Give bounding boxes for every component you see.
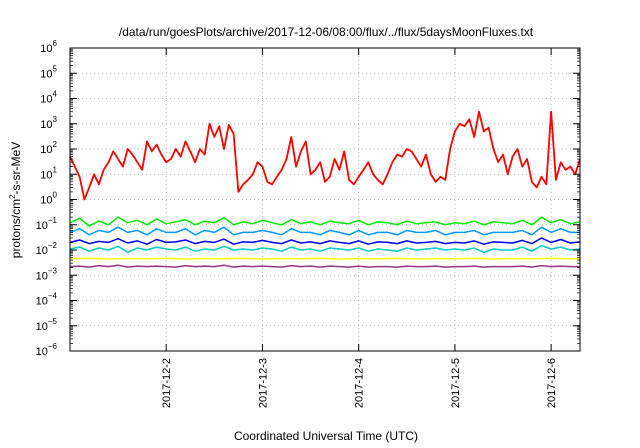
series-lines — [69, 110, 581, 268]
series-line-6 — [69, 257, 581, 260]
grid-lines — [70, 48, 580, 351]
x-axis-ticks: 2017-12-2 2017-12-3 2017-12-4 2017-12-5 2017… — [161, 48, 558, 408]
chart-title: /data/run/goesPlots/archive/2017-12-06/0… — [119, 25, 534, 39]
y-tick-label: 10−1 — [36, 216, 58, 232]
x-tick-label: 2017-12-3 — [257, 358, 269, 408]
y-tick-label: 100 — [40, 191, 57, 207]
y-tick-label: 102 — [40, 140, 57, 156]
y-tick-label: 101 — [40, 165, 57, 181]
x-tick-label: 2017-12-2 — [161, 358, 173, 408]
y-axis-label-tail: -s-sr-MeV — [9, 142, 23, 195]
y-tick-label: 10−5 — [36, 317, 58, 333]
x-tick-label: 2017-12-4 — [354, 358, 366, 408]
y-axis-label: protons/cm2-s-sr-MeV — [8, 142, 23, 258]
x-tick-label: 2017-12-5 — [450, 358, 462, 408]
x-axis-label: Coordinated Universal Time (UTC) — [234, 429, 418, 443]
y-tick-label: 10−2 — [36, 241, 58, 257]
plot-frame — [69, 47, 581, 352]
series-line-2 — [69, 216, 581, 227]
y-tick-label: 104 — [40, 90, 57, 106]
y-axis-label-main: protons/cm — [9, 199, 23, 258]
series-line-1 — [69, 110, 581, 201]
series-line-7 — [69, 264, 580, 268]
y-tick-label: 103 — [40, 115, 57, 131]
y-tick-label: 10−4 — [36, 292, 58, 308]
y-tick-label: 106 — [40, 39, 57, 55]
y-axis-ticks: 10−6 10−5 10−4 10−3 10−2 10−1 100 101 102 103 104 1… — [36, 39, 580, 358]
series-line-3 — [69, 226, 580, 236]
y-tick-label: 10−3 — [36, 266, 58, 282]
y-axis-label-superscript: 2 — [8, 194, 17, 199]
y-tick-label: 105 — [40, 64, 57, 80]
x-tick-label: 2017-12-6 — [546, 358, 558, 408]
series-line-5 — [69, 244, 581, 254]
series-line-4 — [69, 237, 581, 245]
y-tick-label: 10−6 — [36, 342, 58, 358]
